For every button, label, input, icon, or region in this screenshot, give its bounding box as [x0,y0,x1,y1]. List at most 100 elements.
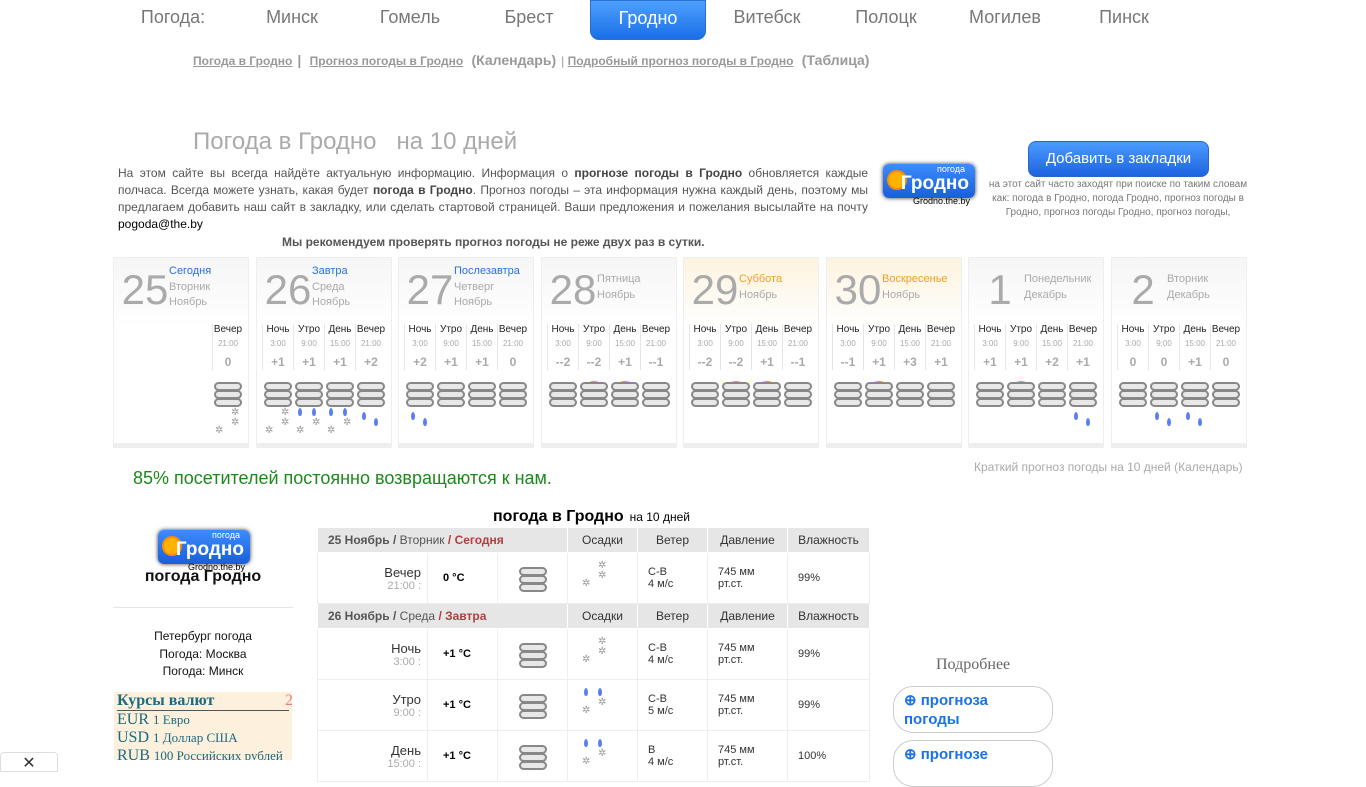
cloud-icon [356,378,386,408]
period: День 15:00 +1 [609,324,640,370]
period: Вечер 21:00 0 [1210,324,1241,370]
cloud-icon [498,378,528,408]
period: Утро 9:00 +1 [293,324,324,370]
day-card[interactable]: 1 Понедельник Декабрь Ночь 3:00 +1 Утро 9:00 +1 Д… [968,257,1104,448]
site-logo[interactable]: погода Гродно Grodno.the.by [883,164,975,206]
calendar-note: (Календарь) [471,52,557,68]
day-card[interactable]: 28 Пятница Ноябрь Ночь 3:00 --2 Утро 9:00 --2 Ден… [541,257,677,448]
column-header: Осадки [567,527,638,553]
column-header: Ветер [637,603,708,629]
day-card[interactable]: 29 Суббота Ноябрь Ночь 3:00 --2 Утро 9:00 --2 Ден… [683,257,819,448]
day-card[interactable]: 27 Послезавтра Четверг Ноябрь Ночь 3:00 +2 Утро… [398,257,534,448]
snow-icon: ✲ [215,425,224,436]
rain-icon [1155,412,1159,420]
currency-title: Курсы валют 2 [117,692,292,711]
rain-icon [423,418,427,426]
link-forecast-table[interactable]: Подробный прогноз погоды в Гродно [567,54,794,68]
currency-row: RUB 100 Российских рублей [117,747,283,760]
nav-label: Погода: [140,7,206,27]
period: Ночь 3:00 0 [1117,324,1148,370]
rain-icon [312,408,316,416]
add-bookmark-button[interactable]: Добавить в закладки [1028,141,1209,177]
day-label: Воскресенье [882,273,948,285]
link-moscow[interactable]: Погода: Москва [159,647,247,661]
table-row: День 15:00 : +1 °C ✲ ✲ В 4 м/с 745 мм рт.ст. 100% [317,730,870,782]
period: День 15:00 +3 [894,324,925,370]
column-header: Давление [707,527,788,553]
day-number: 27 [406,266,454,313]
cloud-icon [405,378,435,408]
precip [864,408,894,438]
period: Ночь 3:00 --1 [832,324,863,370]
day-card[interactable]: 2 Вторник Декабрь Ночь 3:00 0 Утро 9:00 0 День 15:… [1111,257,1247,448]
precip [579,408,609,438]
day-card[interactable]: 26 Завтра Среда Ноябрь Ночь 3:00 +1 ✲ ✲ ✲ Утро 9:00… [256,257,392,448]
sidebar-title: погода Гродно [144,568,262,585]
period: День 15:00 +1 [324,324,355,370]
day-label: Ноябрь [169,296,208,308]
snow-icon: ✲ [327,425,336,436]
link-minsk[interactable]: Погода: Минск [162,664,244,678]
precip [926,408,956,438]
cloud-icon [518,639,548,669]
rain-icon [1086,418,1090,426]
snow-icon: ✲ [343,417,352,428]
nav-city[interactable]: Пинск [1099,7,1149,27]
nav-city[interactable]: Могилев [969,7,1041,27]
logo-small: погода [936,164,965,174]
currency-widget: Курсы валют 2 EUR 1 Евро USD 1 Доллар США R… [114,692,292,760]
cloud-icon [833,378,863,408]
nav-city[interactable]: Минск [266,7,318,27]
rain-icon [362,412,366,420]
precip [833,408,863,438]
snow-icon: ✲ [582,654,591,665]
rain-icon [411,412,415,420]
currency-row: EUR 1 Евро [117,711,190,728]
link-weather-grodno[interactable]: Погода в Гродно [193,54,293,68]
period: День 15:00 +1 [751,324,782,370]
precip [1149,408,1179,438]
sun-icon [889,172,905,188]
short-forecast-link[interactable]: Краткий прогноз погоды на 10 дней (Кален… [974,460,1243,474]
day-card[interactable]: 30 Воскресенье Ноябрь Ночь 3:00 --1 Утро 9:00 +1… [826,257,962,448]
period: Вечер 21:00 --1 [782,324,813,370]
more-forecast-button-2[interactable]: ⊕ прогнозе [893,740,1053,787]
nav-city[interactable]: Гомель [379,7,441,27]
nav-city[interactable]: Гродно [590,0,706,40]
sun-cloud-icon [579,378,609,408]
nav-city[interactable]: Полоцк [855,7,917,27]
day-header-row: 25 Ноябрь / Вторник / Сегодня Осадки Ветер… [317,527,870,553]
bolt-icon: ⊕ [904,746,917,763]
snow-icon: ✲ [281,407,290,418]
day-label: Сегодня [169,265,212,277]
recommend-text: Мы рекомендуем проверять прогноз погоды … [282,235,705,249]
cloud-icon [263,378,293,408]
period: День 15:00 +1 [1179,324,1210,370]
snow-icon: ✲ [598,748,607,759]
cloud-icon [436,378,466,408]
day-label: Вторник [1167,273,1209,285]
sun-icon [164,538,180,554]
rain-icon [374,418,378,426]
email-link[interactable]: pogoda@the.by [118,217,203,231]
close-ad-button[interactable]: ✕ [0,752,58,772]
sidebar-logo[interactable]: погода Гродно Grodno.the.by [158,530,250,572]
day-label: Суббота [739,273,783,285]
period: Ночь 3:00 --2 [547,324,578,370]
period: День 15:00 +1 [466,324,497,370]
column-header: Влажность [787,527,870,553]
nav-city[interactable]: Витебск [733,7,801,27]
cloud-icon [1180,378,1210,408]
snow-icon: ✲ [582,756,591,767]
day-label: Ноябрь [312,296,351,308]
period: Вечер 21:00 --1 [640,324,671,370]
precip: ✲ ✲ [294,408,324,438]
link-forecast-calendar[interactable]: Прогноз погоды в Гродно [309,54,464,68]
more-forecast-button[interactable]: ⊕ прогноза погоды [893,686,1053,733]
column-header: Влажность [787,603,870,629]
precip [548,408,578,438]
column-header: Осадки [567,603,638,629]
nav-city[interactable]: Брест [504,7,554,27]
day-card[interactable]: 25 Сегодня Вторник Ноябрь Вечер 21:00 0 ✲ ✲ ✲ [113,257,249,448]
link-spb[interactable]: Петербург погода [154,629,252,643]
